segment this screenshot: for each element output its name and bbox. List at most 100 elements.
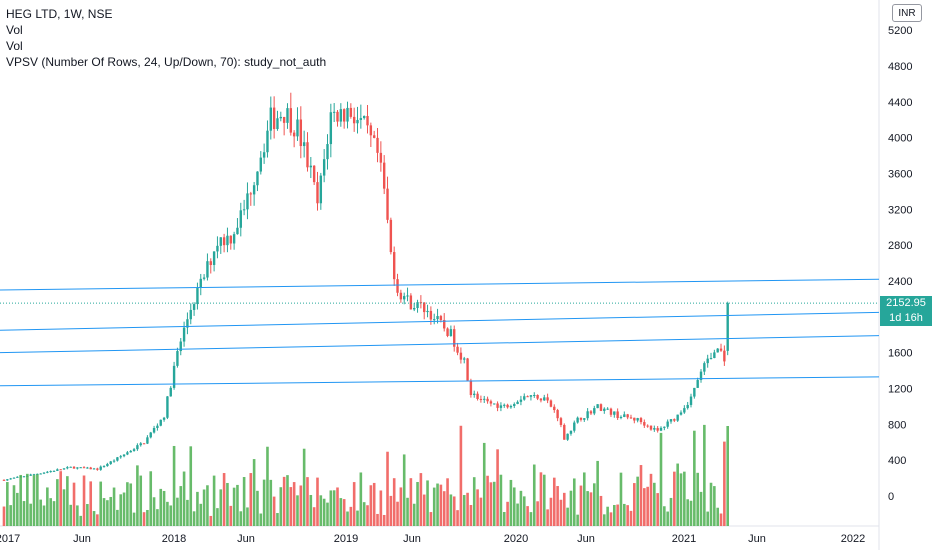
candle-body [296,119,299,137]
volume-bar [699,491,703,526]
volume-bar [509,479,513,526]
candle-body [519,399,523,402]
candle-body [362,115,366,119]
volume-legend-2[interactable]: Vol [6,39,23,53]
candle-body [556,410,559,419]
volume-bar [156,509,159,526]
candle-body [242,209,246,211]
volume-bar [329,490,333,526]
candle-body [252,185,256,195]
candle-body [496,403,499,408]
volume-bar [339,498,343,526]
volume-bar [222,473,226,526]
candle-body [219,237,222,246]
trendline [0,335,880,354]
volume-bar [633,483,636,526]
volume-bar [399,487,403,526]
volume-bar [96,514,99,526]
volume-bar [202,489,206,526]
volume-bar [663,506,666,526]
volume-bar [152,497,156,526]
volume-bar [209,515,213,526]
volume-bar [472,477,476,526]
volume-bar [496,449,499,526]
volume-bar [242,477,246,526]
candle-body [89,467,92,470]
candle-body [403,296,406,300]
volume-bar [599,495,603,526]
volume-bar [336,487,339,526]
volume-bar [316,477,319,526]
y-tick-label: 2800 [888,240,912,252]
volume-bar [416,481,419,526]
volume-bar [9,505,12,526]
candle-body [699,371,703,381]
volume-bar [292,482,296,526]
currency-label[interactable]: INR [892,4,922,22]
volume-bar [89,481,93,526]
symbol-title[interactable]: HEG LTD, 1W, NSE [6,7,113,21]
candle-body [226,235,229,246]
candle-body [199,278,202,288]
candle-body [406,295,409,297]
volume-bar [576,514,579,526]
candle-body [486,398,489,402]
candle-body [192,304,196,310]
volume-bar [572,478,576,526]
candle-body [576,417,579,423]
vpsv-legend[interactable]: VPSV (Number Of Rows, 24, Up/Down, 70): … [6,55,327,69]
volume-bar [666,511,669,526]
chart-legend: HEG LTD, 1W, NSE Vol Vol VPSV (Number Of… [6,6,326,70]
candle-body [269,107,272,131]
volume-bar [246,507,249,526]
y-tick-label: 4400 [888,97,912,109]
volume-legend-1[interactable]: Vol [6,23,23,37]
candle-body [69,466,72,468]
volume-bar [369,485,373,526]
trendline [0,311,880,331]
candle-body [613,411,616,415]
volume-bar [269,479,273,526]
volume-bar [422,494,426,526]
candle-body [506,404,509,408]
candle-body [536,395,539,399]
volume-bar [32,475,36,526]
volume-bar [42,505,46,526]
candle-body [546,397,549,401]
volume-bar [319,495,323,526]
volume-bar [402,454,406,526]
candle-body [479,398,483,400]
candle-body [663,426,666,428]
candle-body [66,467,69,469]
candle-body [693,387,696,397]
candle-body [723,350,726,362]
volume-bar [376,513,379,526]
volume-bar [726,426,729,526]
volume-bar [689,500,693,526]
volume-bar [332,490,336,526]
volume-bar [179,486,183,526]
candle-body [159,419,162,426]
volume-bar [502,512,506,526]
candle-body [493,403,496,405]
candle-body [342,109,346,122]
volume-bar [372,482,376,526]
volume-bar [532,464,536,526]
volume-bar [683,471,686,526]
candle-body [356,119,359,124]
volume-bar [166,501,169,526]
volume-bar [229,505,233,526]
candle-body [72,466,76,469]
volume-bar [456,510,459,526]
x-tick-label: 2017 [0,533,20,545]
candle-body [239,210,242,228]
y-tick-label: 0 [888,491,894,503]
volume-bar [236,484,239,526]
candle-body [152,427,156,433]
candle-body [142,443,146,445]
candle-body [49,471,52,473]
volume-bar [109,496,113,526]
volume-bar [116,509,119,526]
volume-bar [536,501,539,526]
